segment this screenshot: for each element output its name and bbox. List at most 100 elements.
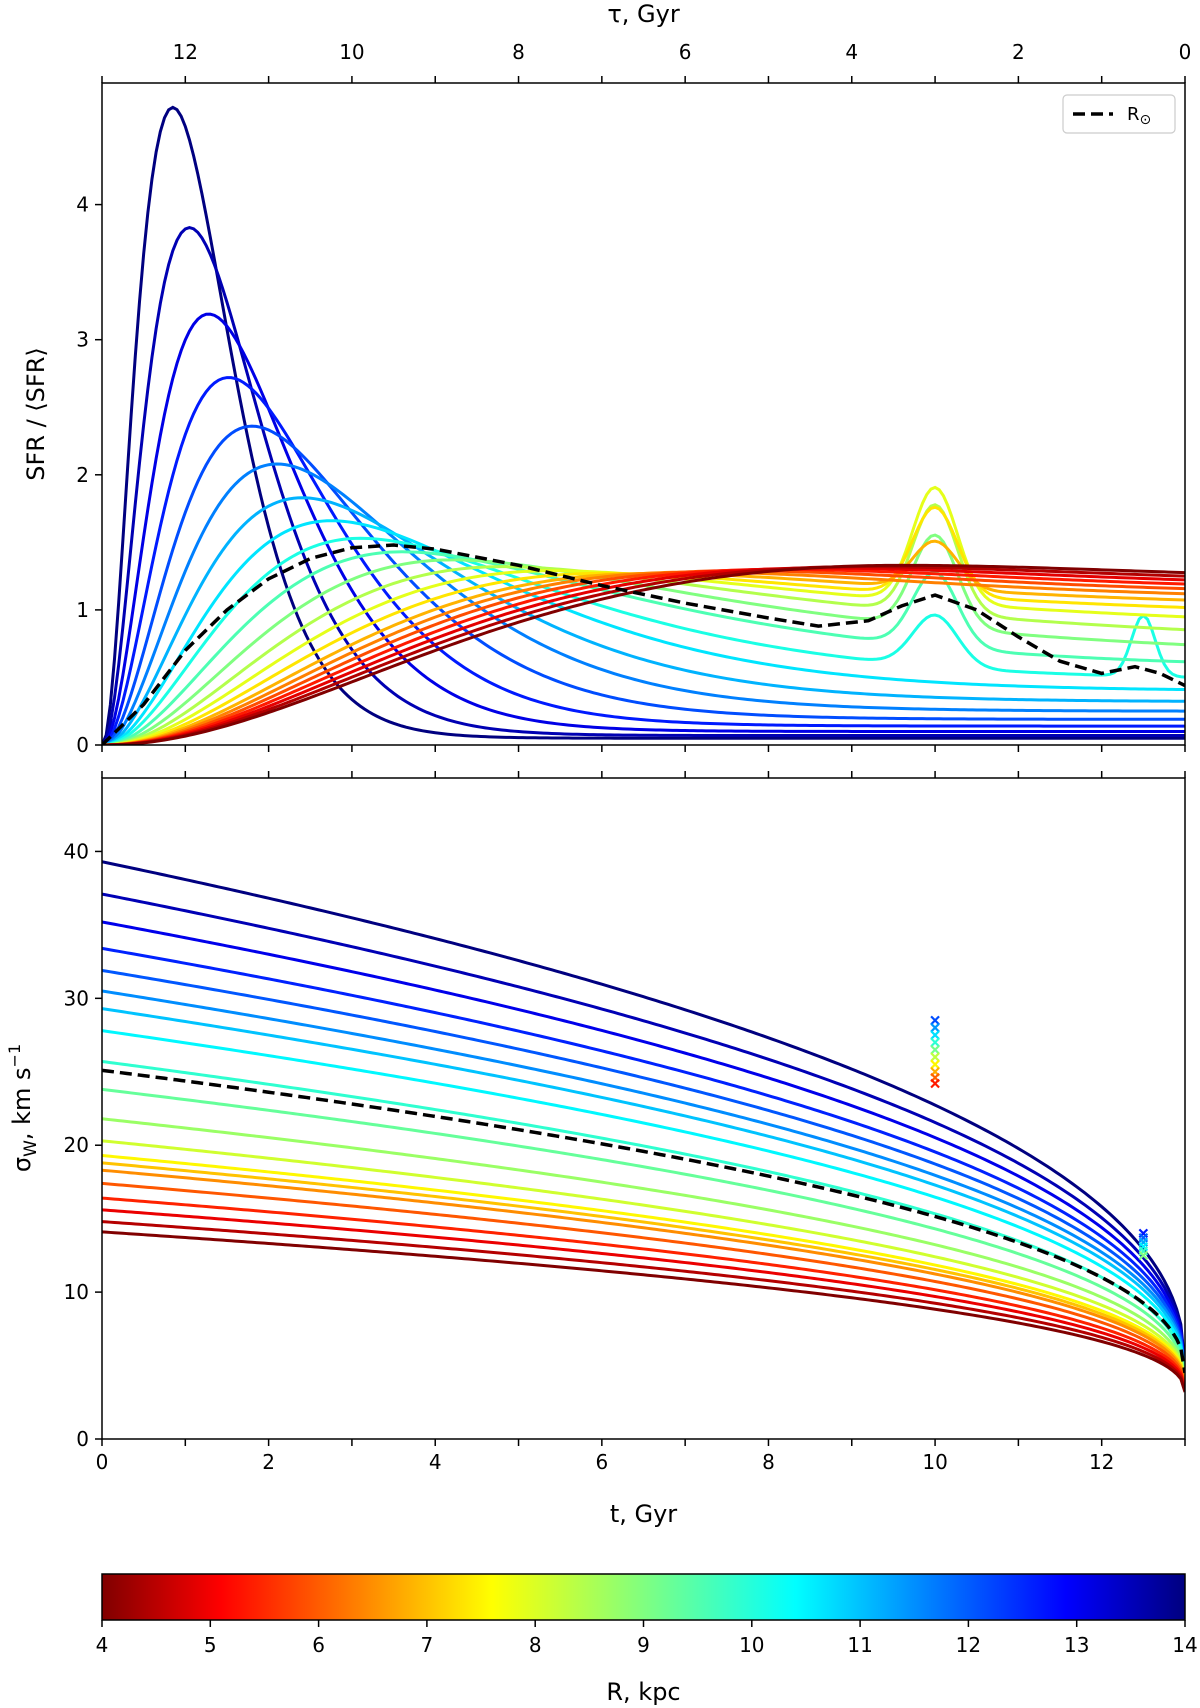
- top-y-tick-label: 4: [76, 193, 89, 217]
- sfr-series-line: [102, 563, 1185, 745]
- sigma-series-line: [102, 1087, 1185, 1379]
- bottom-y-tick-label: 10: [64, 1280, 89, 1304]
- colorbar-tick-label: 12: [956, 1633, 981, 1657]
- bottom-x-tick-label: 10: [922, 1450, 947, 1474]
- bottom-y-tick-label: 0: [76, 1427, 89, 1451]
- colorbar-label: R, kpc: [606, 1678, 680, 1706]
- sigma-series-line: [102, 946, 1185, 1370]
- observation-marker: [930, 1037, 940, 1048]
- top-axis-tick-label: 0: [1179, 40, 1192, 64]
- sigma-series-line: [102, 1117, 1185, 1380]
- top-y-axis-label: SFR / ⟨SFR⟩: [22, 347, 50, 481]
- sfr-series-line: [102, 565, 1185, 745]
- colorbar-tick-label: 4: [96, 1633, 109, 1657]
- sigma-series-line: [102, 1230, 1185, 1393]
- sfr-series-line: [102, 536, 1185, 745]
- sfr-series-line: [102, 566, 1185, 745]
- legend: R⊙: [1062, 94, 1176, 134]
- top-x-axis-label: τ, Gyr: [607, 0, 680, 28]
- observation-markers: [930, 1015, 1149, 1261]
- sigma-series-line: [102, 1208, 1185, 1390]
- sfr-sun-curve: [102, 543, 1185, 745]
- sigma-series-line: [102, 920, 1185, 1369]
- colorbar-tick-label: 9: [637, 1633, 650, 1657]
- bottom-y-tick-label: 30: [64, 986, 89, 1010]
- sigma-series-line: [102, 1154, 1185, 1383]
- observation-marker: [930, 1015, 940, 1026]
- sigma-series-line: [102, 1007, 1185, 1375]
- sigma-series-line: [102, 968, 1185, 1372]
- sigma-series-line: [102, 892, 1185, 1368]
- observation-marker: [1138, 1250, 1149, 1261]
- top-y-tick-label: 0: [76, 733, 89, 757]
- colorbar-ticks: 4 5 6 7 8 9 10 11 12 13 14: [96, 1620, 1198, 1657]
- top-axis-tick-label: 12: [173, 40, 198, 64]
- sigma-series-line: [102, 1181, 1185, 1387]
- sigma-series-line: [102, 1168, 1185, 1386]
- colorbar-tick-label: 13: [1064, 1633, 1089, 1657]
- top-axis-tick-label: 4: [845, 40, 858, 64]
- bottom-x-tick-label: 2: [262, 1450, 275, 1474]
- bottom-x-tick-label: 6: [595, 1450, 608, 1474]
- sfr-series-line: [102, 567, 1185, 745]
- bottom-y-tick-label: 20: [64, 1133, 89, 1157]
- observation-marker: [930, 1078, 940, 1089]
- observation-marker: [930, 1044, 940, 1055]
- bottom-x-tick-label: 0: [96, 1450, 109, 1474]
- bottom-y-axis-label: σW, km s−1: [5, 1044, 41, 1172]
- sfr-series-line: [102, 105, 1185, 745]
- sfr-series-line: [102, 312, 1185, 745]
- legend-label: R⊙: [1127, 104, 1151, 128]
- sfr-curves: [102, 105, 1185, 745]
- bottom-panel: 0 2 4 6 8 10 12 0 10 20 30 40 t, Gyr σW, km s−1: [5, 771, 1186, 1528]
- sfr-series-line: [102, 225, 1185, 745]
- bottom-y-ticks: 0 10 20 30 40: [64, 839, 102, 1451]
- top-y-tick-label: 1: [76, 598, 89, 622]
- observation-marker: [930, 1052, 940, 1062]
- colorbar-tick-label: 5: [204, 1633, 217, 1657]
- top-y-ticks: 0 1 2 3 4: [76, 193, 102, 757]
- sfr-series-line: [102, 519, 1185, 745]
- colorbar-tick-label: 6: [312, 1633, 325, 1657]
- sfr-series-line: [102, 569, 1185, 745]
- observation-marker: [930, 1022, 940, 1033]
- top-frame: [101, 82, 1186, 746]
- sigma-series-line: [102, 1196, 1185, 1389]
- top-axis-tick-label: 2: [1012, 40, 1025, 64]
- top-y-tick-label: 3: [76, 328, 89, 352]
- bottom-x-axis-label: t, Gyr: [610, 1500, 677, 1528]
- bottom-y-tick-label: 40: [64, 839, 89, 863]
- sfr-series-line: [102, 550, 1185, 745]
- sfr-series-line: [102, 496, 1185, 745]
- colorbar-tick-label: 11: [847, 1633, 872, 1657]
- sigma-series-line: [102, 989, 1185, 1373]
- colorbar-tick-label: 8: [529, 1633, 542, 1657]
- bottom-x-tick-label: 4: [429, 1450, 442, 1474]
- sigma-curves: [102, 860, 1185, 1393]
- sfr-series-line: [102, 424, 1185, 745]
- top-axis-tick-label: 6: [679, 40, 692, 64]
- colorbar-tick-label: 7: [421, 1633, 434, 1657]
- sfr-series-line: [102, 570, 1185, 745]
- top-y-tick-label: 2: [76, 463, 89, 487]
- sigma-series-line: [102, 1029, 1185, 1376]
- sigma-series-line: [102, 1161, 1185, 1384]
- top-x-ticks: 12 10 8 6 4 2 0: [101, 40, 1192, 752]
- colorbar-tick-label: 10: [739, 1633, 764, 1657]
- legend-box: [1062, 94, 1176, 134]
- top-axis-tick-label: 8: [512, 40, 525, 64]
- colorbar: 4 5 6 7 8 9 10 11 12 13 14 R, kpc: [96, 1573, 1198, 1706]
- top-axis-tick-label: 10: [339, 40, 364, 64]
- colorbar-gradient: [101, 1573, 1186, 1621]
- colorbar-tick-label: 14: [1172, 1633, 1197, 1657]
- sigma-sun-curve: [102, 1068, 1185, 1374]
- sigma-series-line: [102, 1220, 1185, 1392]
- sigma-series-line: [102, 860, 1185, 1366]
- sigma-series-line: [102, 1139, 1185, 1382]
- sfr-series-line: [102, 462, 1185, 745]
- bottom-x-ticks: 0 2 4 6 8 10 12: [96, 771, 1186, 1474]
- observation-marker: [930, 1030, 940, 1040]
- bottom-x-tick-label: 8: [762, 1450, 775, 1474]
- observation-marker: [930, 1059, 940, 1070]
